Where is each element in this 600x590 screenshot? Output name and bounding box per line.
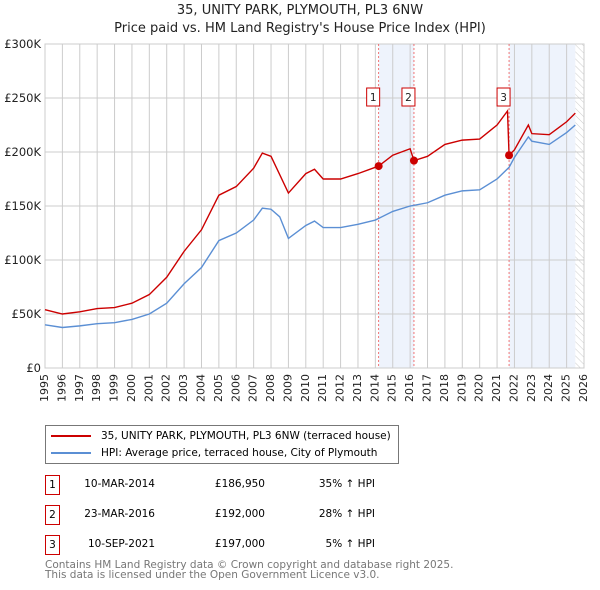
x-tick-label: 2021	[490, 374, 503, 402]
x-tick-label: 1995	[38, 374, 51, 402]
x-tick-label: 2020	[473, 374, 486, 402]
sale-hpi-diff: 28% ↑ HPI	[318, 508, 375, 520]
sale-label-box	[366, 87, 381, 107]
x-tick-label: 2008	[264, 374, 277, 402]
legend-label: 35, UNITY PARK, PLYMOUTH, PL3 6NW (terra…	[101, 430, 391, 442]
y-tick-label: £150K	[4, 199, 41, 213]
x-tick-label: 2007	[247, 374, 260, 402]
sale-price: £192,000	[214, 508, 265, 520]
sale-date: 10-SEP-2021	[87, 538, 155, 550]
sale-label: 2	[405, 92, 412, 104]
sale-label: 1	[370, 92, 377, 104]
sale-badge: 3	[45, 535, 60, 555]
plot-border	[44, 43, 585, 369]
chart-title: 35, UNITY PARK, PLYMOUTH, PL3 6NW	[176, 3, 424, 18]
footer-line: This data is licensed under the Open Gov…	[45, 569, 380, 581]
x-tick-label: 2000	[125, 374, 138, 402]
y-tick-label: £200K	[4, 145, 41, 159]
x-tick-label: 2003	[177, 374, 190, 402]
sale-price: £197,000	[214, 538, 265, 550]
legend-item-hpi: HPI: Average price, terraced house, City…	[51, 447, 377, 459]
sale-hpi-diff: 5% ↑ HPI	[325, 538, 375, 550]
sale-label-box	[496, 87, 511, 107]
sale-point	[505, 151, 514, 160]
y-tick-label: £50K	[12, 307, 42, 321]
x-tick-label: 2023	[525, 374, 538, 402]
x-tick-label: 2005	[212, 374, 225, 402]
x-tick-label: 2004	[194, 374, 207, 402]
x-tick-label: 2016	[403, 374, 416, 402]
x-tick-label: 2022	[507, 374, 520, 402]
x-tick-label: 1999	[108, 374, 121, 402]
x-tick-label: 2011	[316, 374, 329, 402]
x-tick-label: 2014	[368, 374, 381, 402]
x-tick-label: 2015	[386, 374, 399, 402]
sale-hpi-diff: 35% ↑ HPI	[318, 478, 375, 490]
sale-point	[374, 162, 383, 171]
x-tick-label: 2001	[142, 374, 155, 402]
x-tick-label: 2009	[281, 374, 294, 402]
y-tick-label: £300K	[4, 37, 41, 51]
x-tick-label: 2010	[299, 374, 312, 402]
sale-point	[409, 156, 418, 165]
legend: 35, UNITY PARK, PLYMOUTH, PL3 6NW (terra…	[45, 425, 399, 464]
sale-row: 1 10-MAR-2014 £186,950 35% ↑ HPI	[45, 475, 375, 495]
x-tick-label: 2019	[455, 374, 468, 402]
x-tick-label: 1996	[55, 374, 68, 402]
plot-area: 1995 1996 1997 1998 1999 2000 2001 2002 2003 2004…	[4, 37, 590, 402]
x-tick-label: 2026	[577, 374, 590, 402]
footer-line: Contains HM Land Registry data © Crown c…	[45, 559, 454, 571]
x-tick-label: 2006	[229, 374, 242, 402]
sale-date: 23-MAR-2016	[84, 508, 155, 520]
legend-swatch	[51, 435, 91, 437]
sale-row: 3 10-SEP-2021 £197,000 5% ↑ HPI	[45, 535, 375, 555]
x-tick-label: 2018	[438, 374, 451, 402]
sale-badge: 2	[45, 505, 60, 525]
sale-label-box	[401, 87, 416, 107]
legend-item-property: 35, UNITY PARK, PLYMOUTH, PL3 6NW (terra…	[51, 430, 391, 442]
series-line-hpi	[44, 124, 576, 329]
sale-date: 10-MAR-2014	[84, 478, 155, 490]
x-tick-label: 2025	[560, 374, 573, 402]
legend-label: HPI: Average price, terraced house, City…	[101, 447, 378, 459]
x-tick-label: 1997	[73, 374, 86, 402]
x-tick-label: 2012	[334, 374, 347, 402]
chart-subtitle: Price paid vs. HM Land Registry's House …	[114, 21, 486, 36]
x-tick-label: 2013	[351, 374, 364, 402]
x-tick-label: 2017	[421, 374, 434, 402]
footer: Contains HM Land Registry data © Crown c…	[45, 559, 454, 581]
y-tick-label: £100K	[4, 253, 41, 267]
x-tick-label: 2024	[542, 374, 555, 402]
series-line-property	[44, 108, 576, 315]
sale-label: 3	[500, 92, 507, 104]
y-tick-label: £0	[26, 361, 41, 375]
sale-row: 2 23-MAR-2016 £192,000 28% ↑ HPI	[45, 505, 375, 525]
x-tick-label: 1998	[90, 374, 103, 402]
sale-badge: 1	[45, 475, 60, 495]
sale-price: £186,950	[214, 478, 265, 490]
legend-swatch	[51, 452, 91, 454]
y-tick-label: £250K	[4, 91, 41, 105]
x-tick-label: 2002	[160, 374, 173, 402]
